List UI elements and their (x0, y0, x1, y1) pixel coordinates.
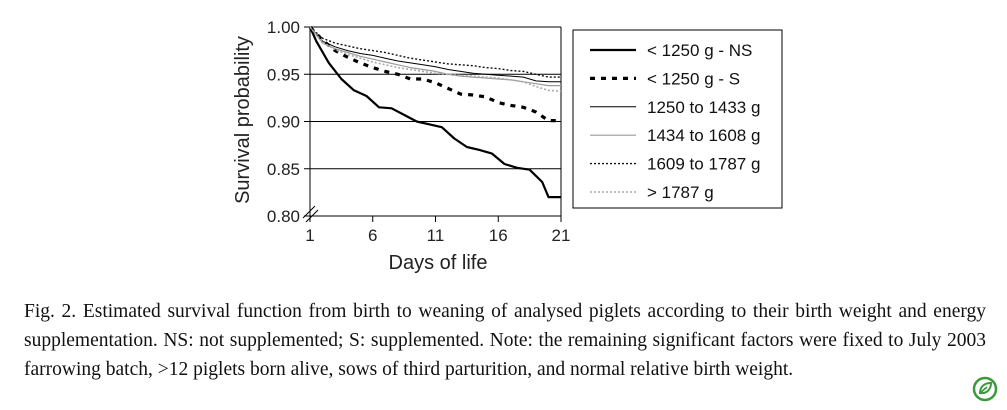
legend-label-lt1250_NS: < 1250 g - NS (647, 41, 752, 60)
legend-label-s1434: 1434 to 1608 g (647, 126, 760, 145)
series-line-s1609 (309, 26, 561, 78)
x-tick-label: 16 (489, 226, 508, 245)
figure-caption: Fig. 2. Estimated survival function from… (24, 301, 986, 380)
axis-break-mark (302, 205, 319, 223)
legend-label-s_gt1787: > 1787 g (647, 183, 714, 202)
y-tick-label: 1.00 (267, 18, 300, 37)
x-tick-label: 1 (305, 226, 314, 245)
series-lines (308, 25, 562, 199)
x-tick-label: 6 (368, 226, 377, 245)
y-tick-label: 0.90 (267, 113, 300, 132)
gridlines (310, 26, 561, 170)
survival-chart: 0.800.850.900.951.001 6 11 16 21 < 1250 g - … (232, 18, 783, 274)
leaf-icon (972, 376, 998, 402)
legend-label-s1250: 1250 to 1433 g (647, 98, 760, 117)
series-line-s1250 (309, 26, 561, 83)
legend-label-s1609: 1609 to 1787 g (647, 155, 760, 174)
y-tick-label: 0.85 (267, 160, 300, 179)
legend-box (572, 29, 783, 209)
x-axis-title: Days of life (389, 252, 488, 274)
x-tick-label: 21 (552, 226, 571, 245)
y-tick-label: 0.80 (267, 207, 300, 226)
legend: < 1250 g - NS < 1250 g - S 1250 to 1433 g 1… (572, 29, 783, 209)
axes: 0.800.850.900.951.001 6 11 16 21 (267, 18, 571, 245)
legend-label-lt1250_S: < 1250 g - S (647, 69, 740, 88)
y-axis-title: Survival probability (232, 36, 254, 204)
series-line-s_gt1787 (309, 26, 562, 93)
x-tick-label: 11 (427, 226, 445, 245)
series-line-lt1250_NS (308, 26, 561, 199)
y-tick-label: 0.95 (267, 65, 300, 84)
